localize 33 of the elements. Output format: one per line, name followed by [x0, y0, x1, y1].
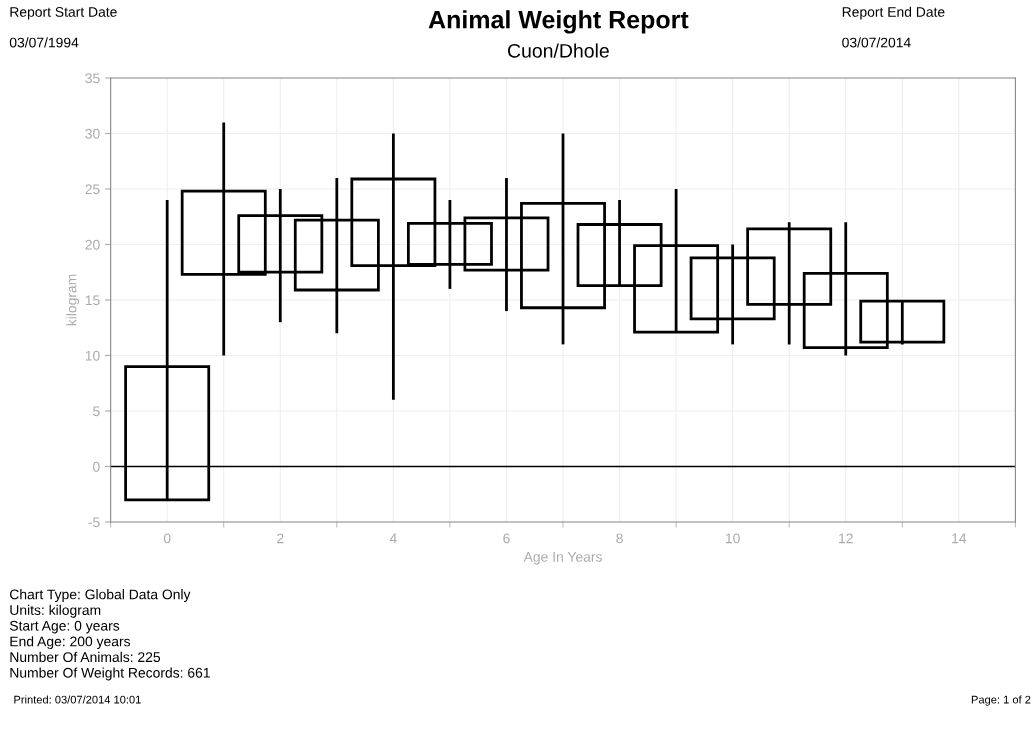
y-tick-label: 25: [85, 184, 100, 195]
y-tick-label: 35: [85, 73, 100, 84]
x-tick-label: 14: [952, 533, 967, 544]
y-axis-title: kilogram: [66, 274, 80, 326]
text: 03/07/1994: [9, 37, 79, 48]
y-tick-label: 5: [93, 406, 100, 417]
y-tick-label: -5: [88, 517, 100, 528]
x-tick-label: 2: [277, 533, 284, 544]
text: Units: kilogram: [10, 604, 101, 618]
y-tick-label: 0: [93, 461, 100, 472]
x-axis-title: Age In Years: [523, 552, 602, 565]
chart-title: Animal Weight Report: [428, 10, 689, 34]
x-tick-label: 6: [503, 533, 510, 544]
text: Start Age: 0 years: [9, 620, 120, 634]
text: Chart Type: Global Data Only: [10, 589, 191, 603]
x-tick-label: 12: [839, 533, 853, 544]
text: 03/07/2014: [842, 37, 911, 48]
text: Number Of Weight Records: 661: [10, 667, 210, 681]
text: Number Of Animals: 225: [10, 651, 161, 663]
chart-subtitle: Cuon/Dhole: [508, 43, 609, 58]
text: Report Start Date: [10, 7, 117, 20]
text: Page: 1 of 2: [971, 695, 1031, 706]
x-tick-label: 4: [389, 533, 397, 544]
text: Report End Date: [842, 6, 945, 20]
y-tick-label: 15: [85, 295, 100, 306]
y-tick-label: 20: [85, 239, 100, 250]
text: Printed: 03/07/2014 10:01: [14, 695, 141, 704]
x-tick-label: 0: [163, 533, 171, 544]
x-tick-label: 8: [616, 533, 623, 544]
y-tick-label: 10: [85, 350, 100, 361]
y-tick-label: 30: [85, 128, 100, 139]
x-tick-label: 10: [725, 533, 740, 544]
text: End Age: 200 years: [10, 636, 131, 650]
